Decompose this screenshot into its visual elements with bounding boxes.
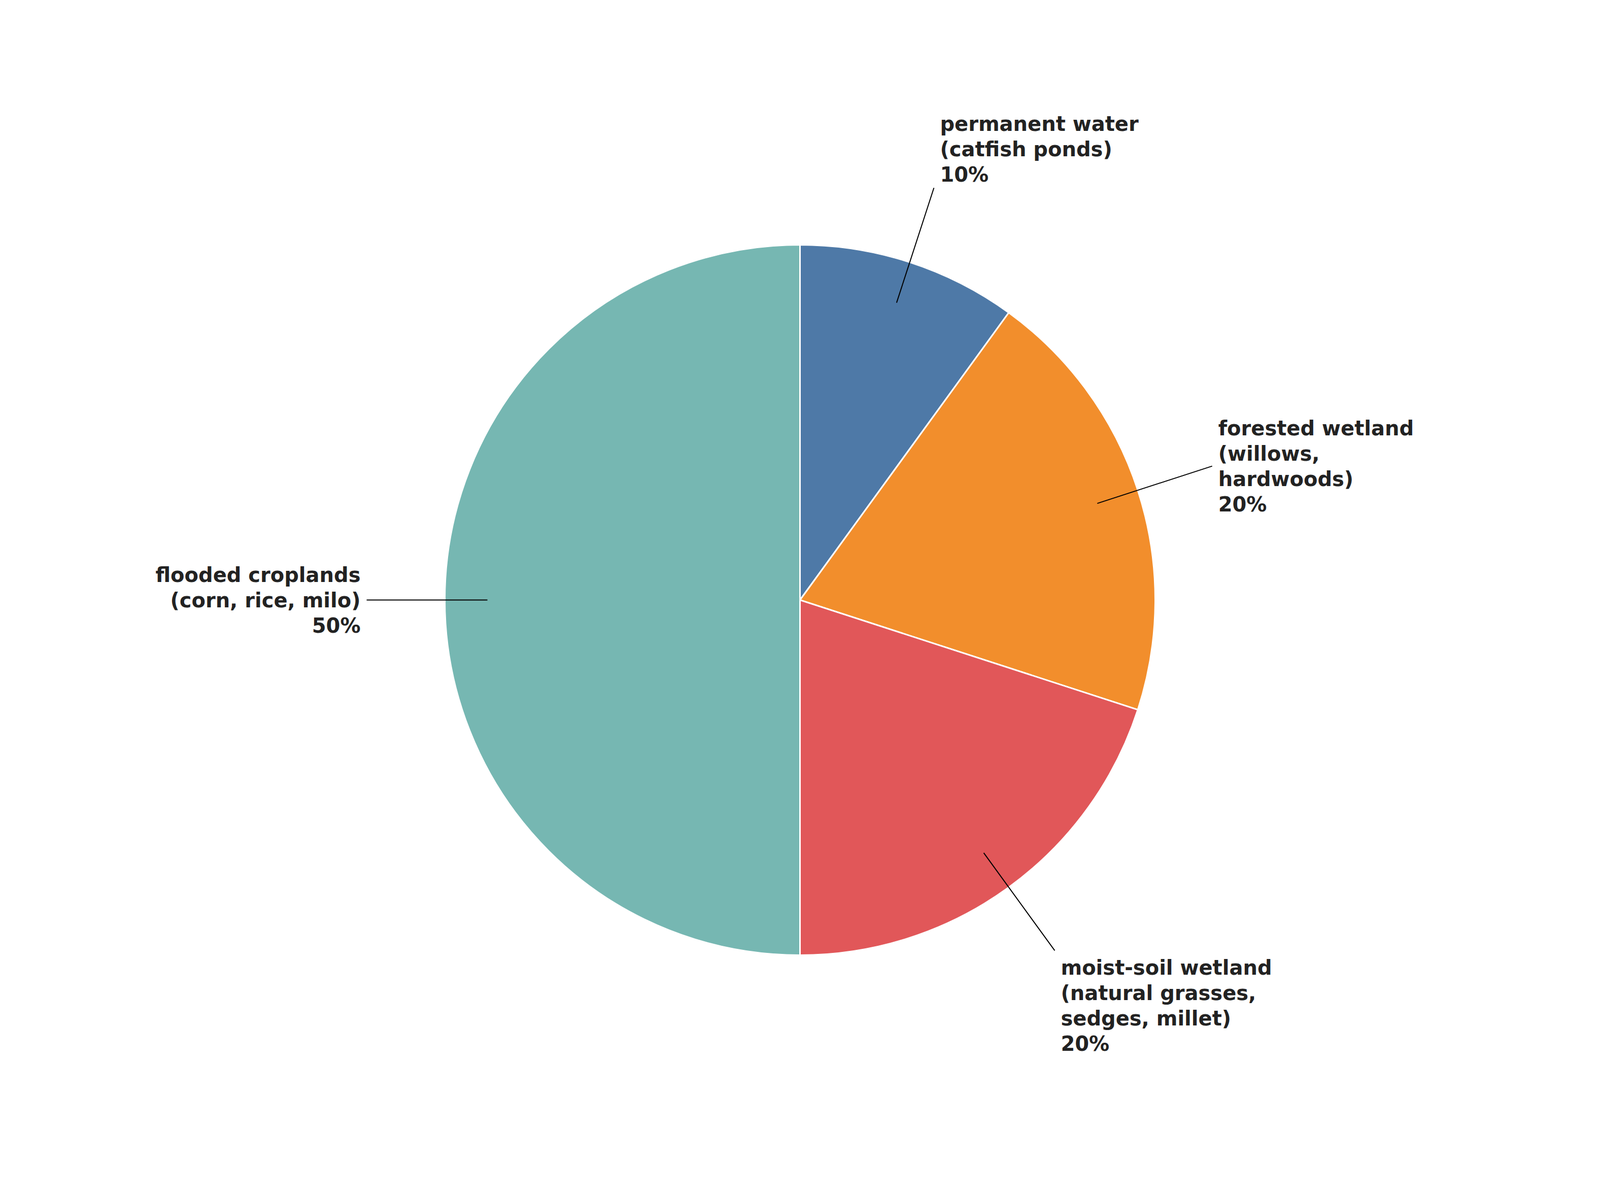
pie-slice <box>445 245 801 956</box>
slice-label: moist-soil wetland(natural grasses,sedge… <box>1060 956 1272 1056</box>
slice-label-line: 20% <box>1218 492 1268 517</box>
chart-svg: permanent water(catfish ponds)10% foreste… <box>0 0 1600 1200</box>
slice-label-line: permanent water <box>939 112 1139 136</box>
slice-label-line: flooded croplands <box>155 563 361 587</box>
slice-label-line: (catfish ponds) <box>939 137 1112 161</box>
slice-label: forested wetland(willows,hardwoods)20% <box>1218 416 1414 517</box>
slice-label: flooded croplands(corn, rice, milo)50% <box>155 563 361 638</box>
slice-label-line: (corn, rice, milo) <box>169 588 361 612</box>
annotations: permanent water(catfish ponds)10% foreste… <box>155 112 1414 1056</box>
slices <box>445 245 1156 956</box>
slice-label-line: sedges, millet) <box>1060 1006 1232 1031</box>
slice-label: permanent water(catfish ponds)10% <box>939 112 1139 187</box>
leader-line <box>896 187 935 303</box>
leader-line <box>366 599 488 601</box>
slice-label-line: forested wetland <box>1218 416 1414 440</box>
slice-label-line: 20% <box>1060 1032 1110 1056</box>
slice-label-line: 50% <box>312 614 361 638</box>
slice-label-line: (natural grasses, <box>1060 981 1256 1005</box>
slice-label-line: hardwoods) <box>1218 467 1354 491</box>
slice-label-line: moist-soil wetland <box>1060 956 1272 980</box>
leader-line <box>983 853 1055 951</box>
slice-label-line: 10% <box>939 162 989 187</box>
leader-line <box>1097 466 1212 504</box>
pie: permanent water(catfish ponds)10% foreste… <box>155 112 1414 1056</box>
slice-label-line: (willows, <box>1218 441 1320 466</box>
pie-slice <box>800 600 1139 956</box>
